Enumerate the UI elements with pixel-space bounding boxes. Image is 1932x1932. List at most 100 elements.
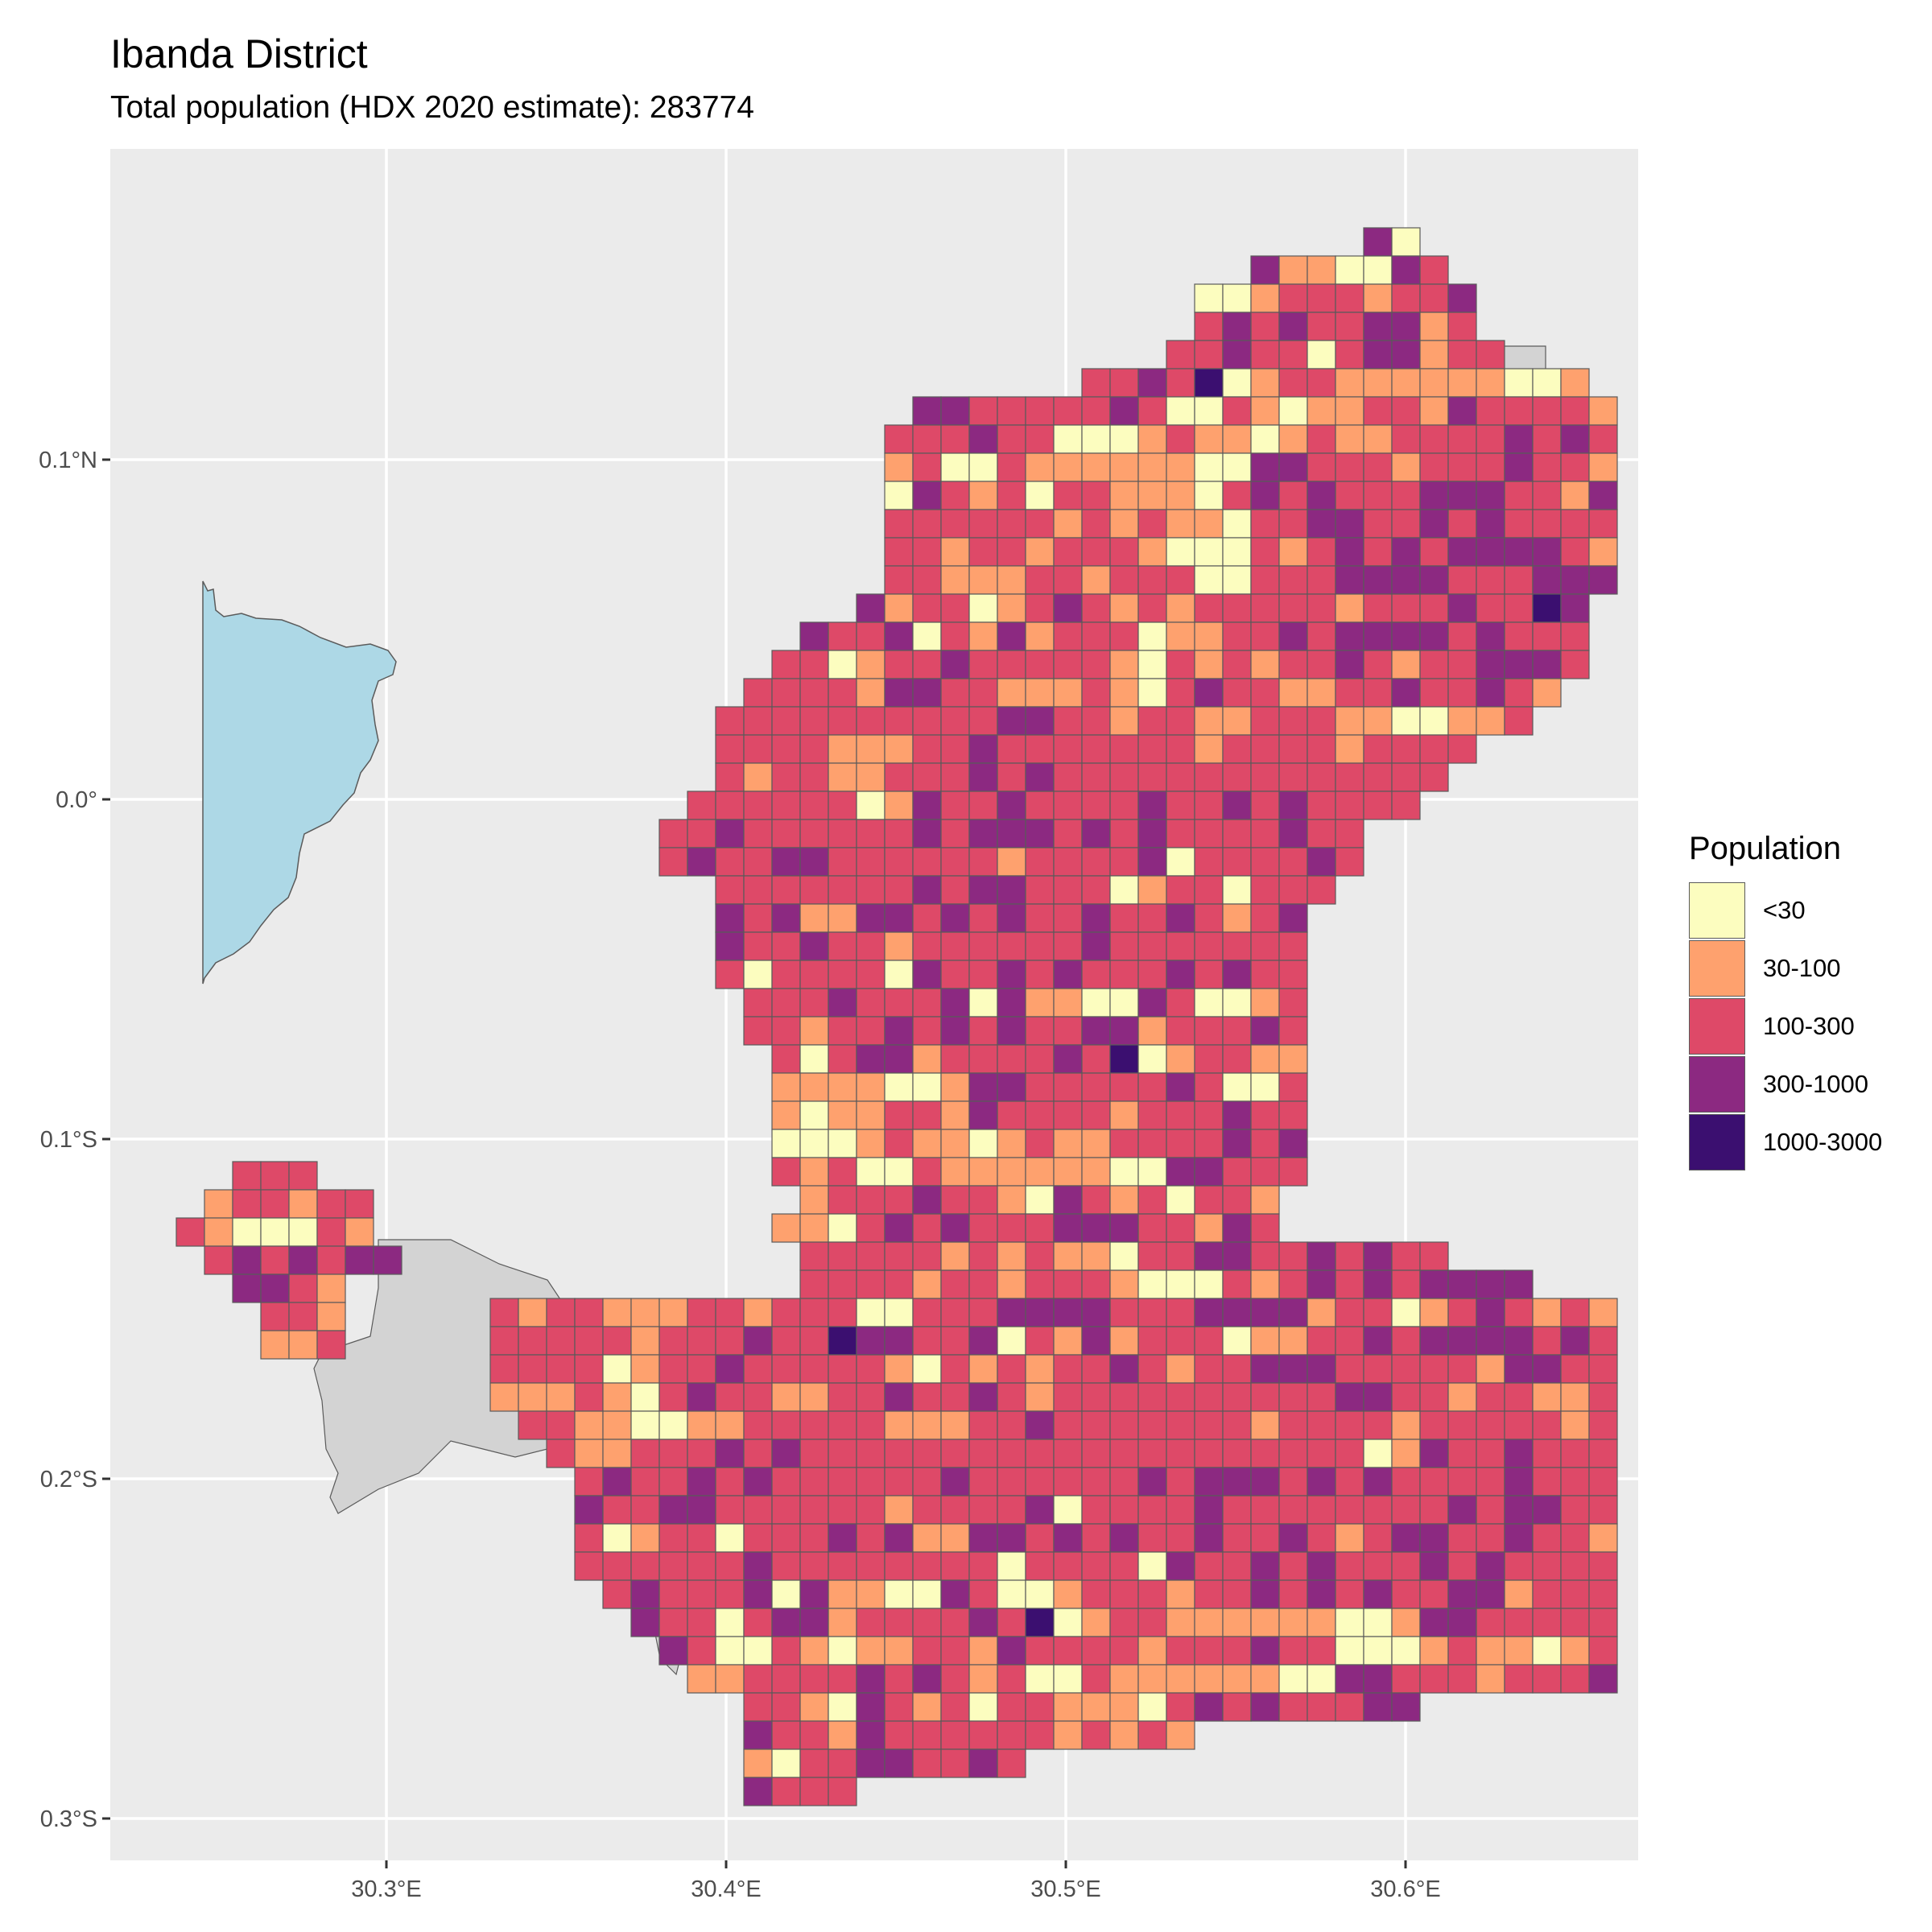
population-cell [1363, 340, 1393, 369]
population-cell [1194, 1298, 1224, 1327]
population-cell [828, 1636, 857, 1666]
population-cell [1053, 847, 1083, 877]
population-cell [1194, 650, 1224, 679]
population-cell [1560, 1326, 1590, 1356]
population-cell [828, 1495, 857, 1525]
population-cell [828, 819, 857, 848]
population-cell [1307, 424, 1336, 454]
population-cell [968, 1495, 998, 1525]
population-cell [574, 1495, 604, 1525]
population-cell [687, 1382, 716, 1412]
population-cell [997, 452, 1026, 482]
population-cell [1588, 537, 1618, 567]
population-cell [1504, 1354, 1534, 1384]
population-cell [771, 1692, 801, 1722]
population-cell [799, 1467, 829, 1496]
population-cell [288, 1302, 318, 1331]
population-cell [546, 1439, 576, 1468]
population-cell [1250, 1016, 1280, 1046]
population-cell [799, 1636, 829, 1666]
population-cell [1532, 424, 1562, 454]
population-cell [743, 1551, 773, 1581]
population-cell [602, 1439, 632, 1468]
population-cell [1222, 1354, 1252, 1384]
population-cell [997, 1326, 1026, 1356]
population-cell [997, 1269, 1026, 1299]
population-cell [1081, 565, 1111, 595]
population-cell [1588, 1664, 1618, 1694]
population-cell [1532, 650, 1562, 679]
population-cell [1222, 875, 1252, 905]
population-cell [1278, 1439, 1308, 1468]
population-cell [1504, 1382, 1534, 1412]
lake-water-body [202, 580, 397, 985]
population-cell [1363, 227, 1393, 257]
population-cell [799, 1100, 829, 1130]
population-cell [1109, 1129, 1139, 1158]
population-cell [1588, 1354, 1618, 1384]
population-cell [1532, 1410, 1562, 1440]
population-cell [771, 1100, 801, 1130]
population-cell [1137, 650, 1167, 679]
population-cell [658, 1636, 688, 1666]
population-cell [1504, 1636, 1534, 1666]
population-cell [912, 791, 942, 820]
population-cell [1137, 706, 1167, 736]
population-cell [884, 481, 914, 510]
population-cell [518, 1298, 547, 1327]
population-cell [1419, 1495, 1449, 1525]
population-cell [1194, 1692, 1224, 1722]
population-cell [1222, 1579, 1252, 1609]
population-cell [1278, 509, 1308, 539]
population-cell [1166, 396, 1195, 426]
population-cell [1391, 1326, 1421, 1356]
population-cell [1166, 1157, 1195, 1187]
population-cell [1391, 537, 1421, 567]
population-cell [1504, 1298, 1534, 1327]
population-cell [1250, 340, 1280, 369]
population-cell [1278, 424, 1308, 454]
population-cell [743, 1467, 773, 1496]
population-cell [884, 678, 914, 708]
population-cell [1053, 960, 1083, 989]
population-cell [1222, 1213, 1252, 1243]
population-cell [884, 650, 914, 679]
population-cell [1419, 1269, 1449, 1299]
population-cell [799, 734, 829, 764]
population-cell [1278, 931, 1308, 961]
population-cell [940, 931, 970, 961]
population-cell [1335, 1551, 1364, 1581]
population-cell [940, 1185, 970, 1215]
population-cell [1081, 593, 1111, 623]
population-cell [232, 1161, 262, 1191]
population-cell [1109, 537, 1139, 567]
population-cell [715, 1382, 745, 1412]
population-cell [940, 1692, 970, 1722]
population-cell [1109, 1185, 1139, 1215]
population-cell [1363, 452, 1393, 482]
population-cell [1194, 931, 1224, 961]
population-cell [1363, 1298, 1393, 1327]
population-cell [602, 1326, 632, 1356]
population-cell [1532, 1354, 1562, 1384]
population-cell [1560, 621, 1590, 651]
population-cell [856, 1213, 886, 1243]
population-cell [1278, 1692, 1308, 1722]
population-cell [1504, 368, 1534, 398]
population-cell [1307, 650, 1336, 679]
y-tick-label: 0.1°N [39, 448, 97, 473]
population-cell [771, 1664, 801, 1694]
population-cell [1025, 1044, 1055, 1074]
population-cell [1137, 1016, 1167, 1046]
population-cell [940, 1354, 970, 1384]
population-cell [1335, 1692, 1364, 1722]
population-cell [968, 537, 998, 567]
population-cell [1532, 1636, 1562, 1666]
population-cell [856, 1467, 886, 1496]
population-cell [687, 1495, 716, 1525]
legend-label: 1000-3000 [1763, 1128, 1883, 1156]
population-cell [1250, 481, 1280, 510]
population-cell [1166, 1326, 1195, 1356]
population-cell [771, 1326, 801, 1356]
population-cell [968, 1185, 998, 1215]
